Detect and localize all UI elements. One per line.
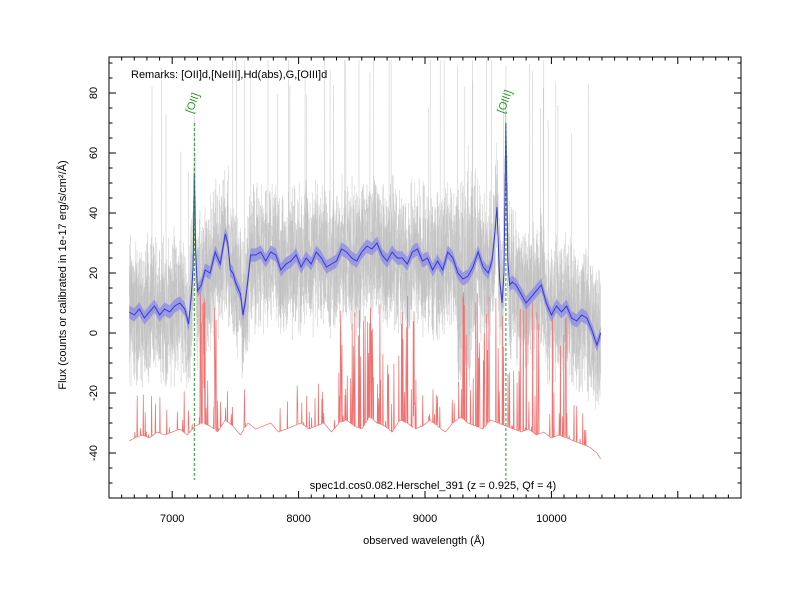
error-spectrum-layer <box>129 292 601 459</box>
y-tick-label: 60 <box>88 147 100 159</box>
y-tick-label: 80 <box>88 87 100 99</box>
emission-line-label: [OIII] <box>495 89 514 116</box>
remarks-annotation: Remarks: [OII]d,[NeIII],Hd(abs),G,[OIII]… <box>131 69 327 81</box>
emission-line-label: [OII] <box>184 91 202 115</box>
y-tick-label: -20 <box>88 385 100 401</box>
x-tick-label: 9000 <box>413 513 437 525</box>
y-axis-label: Flux (counts or calibrated in 1e-17 erg/… <box>56 160 69 389</box>
x-tick-label: 8000 <box>286 513 310 525</box>
x-tick-label: 7000 <box>160 513 184 525</box>
flux-band-layer <box>128 116 602 352</box>
axes-frame: 7000 8000 9000 10000 -40 -20 0 20 40 60 80 <box>88 56 742 525</box>
x-axis-label: observed wavelength (Å) <box>363 534 485 547</box>
y-tick-label: 20 <box>88 267 100 279</box>
smoothed-flux-line <box>128 122 602 347</box>
x-tick-label: 10000 <box>536 513 567 525</box>
error-spectrum-line <box>129 292 601 459</box>
spectrum-id-annotation: spec1d.cos0.082.Herschel_391 (z = 0.925,… <box>310 480 556 492</box>
y-tick-label: 0 <box>88 330 100 336</box>
flux-uncertainty-band <box>129 116 601 352</box>
y-tick-label: -40 <box>88 445 100 461</box>
y-tick-label: 40 <box>88 207 100 219</box>
